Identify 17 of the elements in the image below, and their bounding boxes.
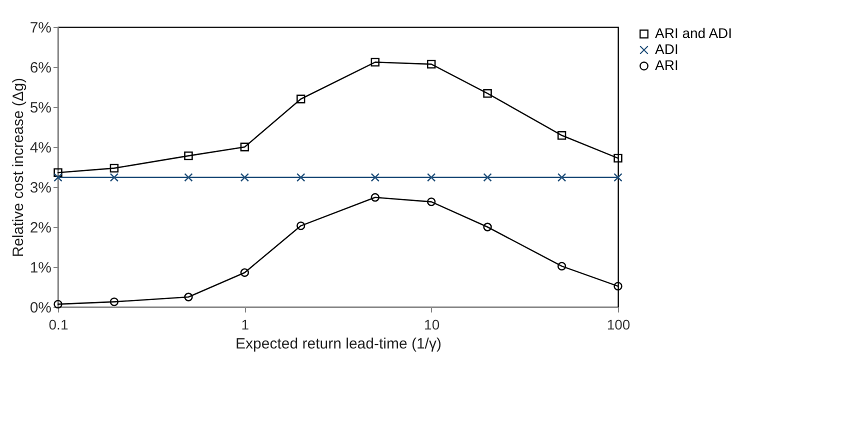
y-tick-label: 4%	[30, 140, 52, 156]
x-tick-label: 0.1	[48, 316, 68, 332]
x-tick-label: 1	[241, 316, 250, 332]
legend-label: ADI	[655, 41, 678, 57]
y-tick-label: 2%	[30, 220, 52, 236]
x-axis-title: Expected return lead-time (1/γ)	[236, 336, 442, 352]
y-tick-label: 5%	[30, 100, 52, 116]
y-tick-label: 6%	[30, 60, 52, 76]
y-tick-label: 1%	[30, 260, 52, 276]
y-tick-label: 3%	[30, 180, 52, 196]
legend-label: ARI	[655, 57, 678, 73]
y-tick-label: 0%	[30, 300, 52, 316]
y-tick-label: 7%	[30, 20, 52, 36]
x-tick-label: 10	[424, 316, 440, 332]
x-tick-label: 100	[606, 316, 630, 332]
y-axis-title: Relative cost increase (Δg)	[10, 78, 27, 258]
legend-label: ARI and ADI	[655, 25, 732, 41]
